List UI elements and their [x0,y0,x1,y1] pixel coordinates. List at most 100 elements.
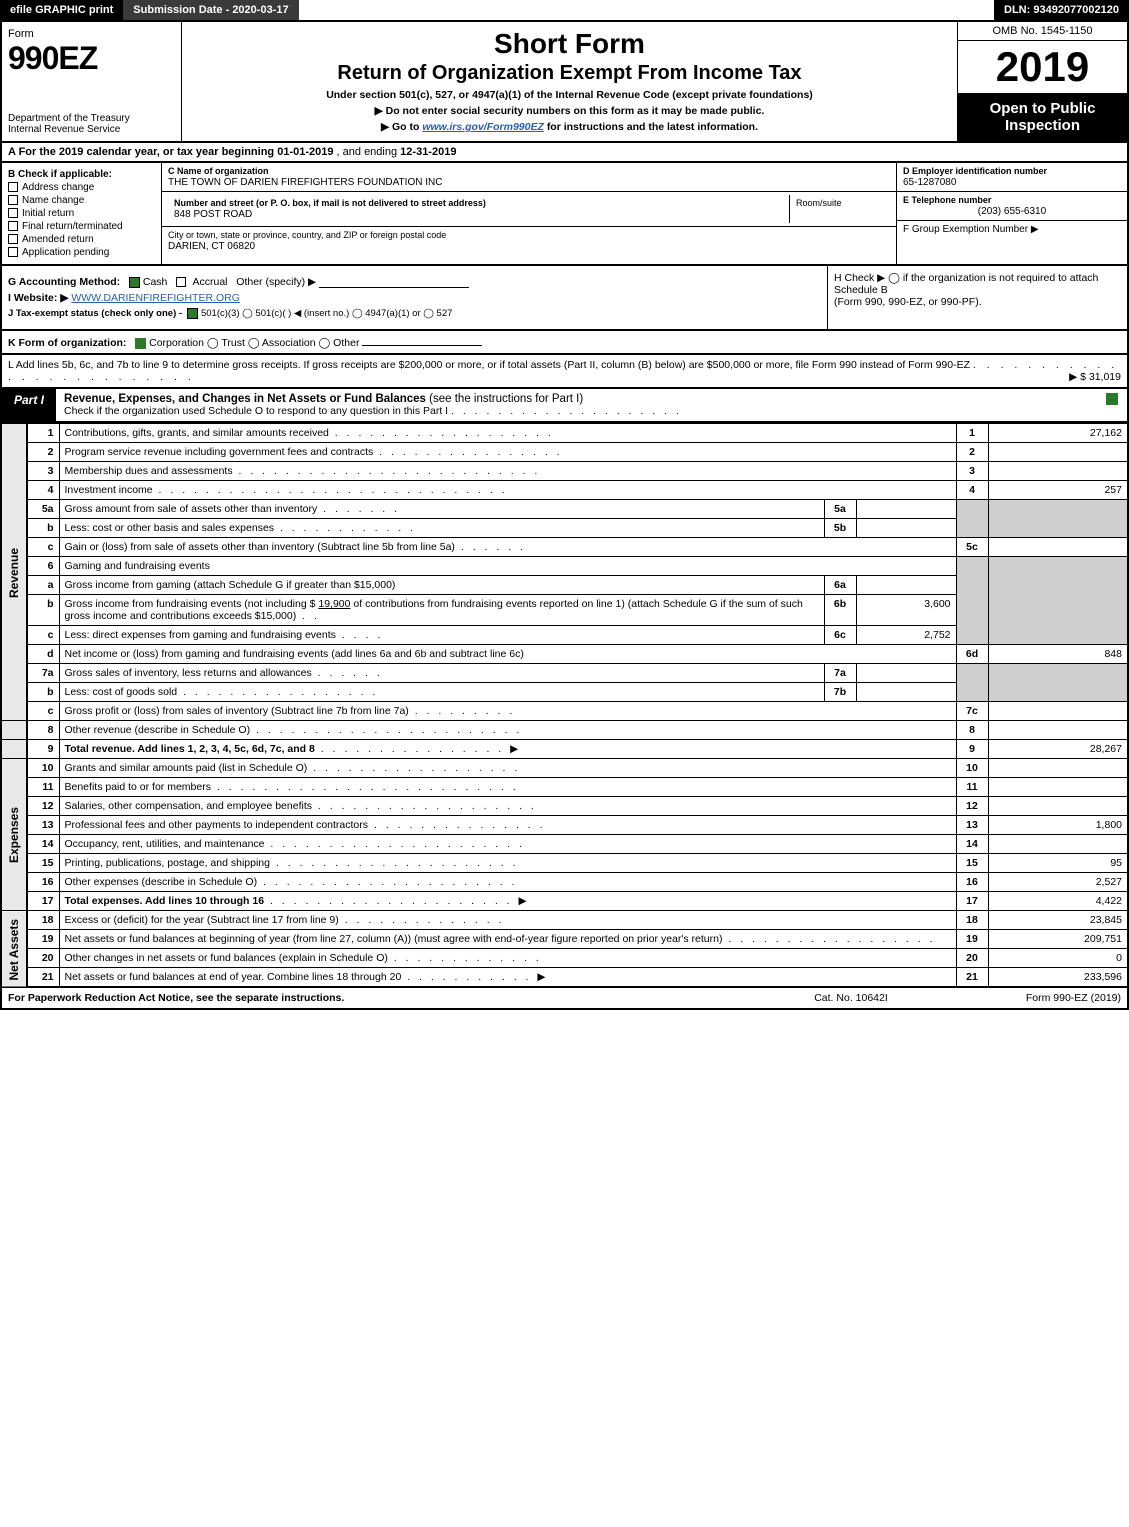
dots-leader: . . . . . . . . . . . . . . . . . . . . [451,405,682,417]
shaded-cell [956,557,988,645]
catalog-number: Cat. No. 10642I [761,992,941,1004]
efile-print-button[interactable]: efile GRAPHIC print [0,0,123,20]
line-16: 16 Other expenses (describe in Schedule … [1,873,1128,892]
line-15: 15 Printing, publications, postage, and … [1,854,1128,873]
org-city-label: City or town, state or province, country… [168,230,446,240]
shaded-cell [956,500,988,538]
checkbox-accrual-icon[interactable] [176,277,186,287]
check-initial-return[interactable]: Initial return [8,208,155,219]
line-13: 13 Professional fees and other payments … [1,816,1128,835]
column-d-e-f: D Employer identification number 65-1287… [897,163,1127,264]
ssn-warning: ▶ Do not enter social security numbers o… [190,105,949,117]
goto-suffix: for instructions and the latest informat… [547,121,758,133]
check-address-change[interactable]: Address change [8,182,155,193]
part-1-table: Revenue 1 Contributions, gifts, grants, … [0,423,1129,988]
goto-line: ▶ Go to www.irs.gov/Form990EZ for instru… [190,121,949,133]
check-final-return[interactable]: Final return/terminated [8,221,155,232]
part-1-header: Part I Revenue, Expenses, and Changes in… [0,389,1129,423]
g-other: Other (specify) ▶ [236,276,316,288]
tax-exempt-status-row: J Tax-exempt status (check only one) - 5… [8,308,821,319]
row-a-prefix: A For the 2019 calendar year, or tax yea… [8,146,277,158]
page-footer: For Paperwork Reduction Act Notice, see … [0,988,1129,1010]
row-a-mid: , and ending [337,146,401,158]
col-b-title: B Check if applicable: [8,169,112,180]
line-7c: c Gross profit or (loss) from sales of i… [1,702,1128,721]
j-label: J Tax-exempt status (check only one) - [8,308,182,319]
header-middle: Short Form Return of Organization Exempt… [182,22,957,141]
org-city-value: DARIEN, CT 06820 [168,241,255,252]
submission-date-label: Submission Date - 2020-03-17 [123,0,298,20]
tax-year: 2019 [958,41,1127,94]
group-exemption-field: F Group Exemption Number ▶ [897,221,1127,238]
row-a-end: 12-31-2019 [400,146,456,158]
website-link[interactable]: WWW.DARIENFIREFIGHTER.ORG [71,292,240,304]
shaded-cell [988,664,1128,702]
telephone-label: E Telephone number [903,195,991,205]
org-address-value: 848 POST ROAD [174,209,252,220]
checkbox-corporation-filled-icon[interactable] [135,338,146,349]
j-options: 501(c)(3) ◯ 501(c)( ) ◀ (insert no.) ◯ 4… [201,308,452,319]
part-1-tab: Part I [2,389,56,421]
dept-line-1: Department of the Treasury [8,113,130,124]
under-section-subtitle: Under section 501(c), 527, or 4947(a)(1)… [190,89,949,101]
line-value: 27,162 [988,424,1128,443]
checkbox-cash-filled-icon[interactable] [129,277,140,288]
topbar-spacer [299,0,994,20]
i-label: I Website: ▶ [8,292,68,304]
check-name-change[interactable]: Name change [8,195,155,206]
checkbox-icon [8,182,18,192]
block-g-h: G Accounting Method: Cash Accrual Other … [0,266,1129,331]
checkbox-icon [8,234,18,244]
k-options: Corporation ◯ Trust ◯ Association ◯ Othe… [149,337,359,349]
part-1-schedule-o-checkbox[interactable] [1097,389,1127,421]
form-number: 990EZ [8,40,175,77]
form-label: Form [8,28,175,40]
g-other-input[interactable] [319,276,469,288]
side-spacer [1,740,27,759]
accounting-method-row: G Accounting Method: Cash Accrual Other … [8,276,821,288]
k-other-input[interactable] [362,335,482,346]
return-title: Return of Organization Exempt From Incom… [190,62,949,85]
line-19: 19 Net assets or fund balances at beginn… [1,930,1128,949]
checkbox-501c3-filled-icon[interactable] [187,308,198,319]
org-name-label: C Name of organization [168,166,269,176]
ein-label: D Employer identification number [903,166,1047,176]
line-4: 4 Investment income . . . . . . . . . . … [1,481,1128,500]
line-10: Expenses 10 Grants and similar amounts p… [1,759,1128,778]
checkbox-filled-icon [1106,393,1118,405]
header-right: OMB No. 1545-1150 2019 Open to Public In… [957,22,1127,141]
check-amended-return[interactable]: Amended return [8,234,155,245]
open-to-public: Open to Public Inspection [958,94,1127,141]
line-desc: Contributions, gifts, grants, and simila… [59,424,956,443]
omb-number: OMB No. 1545-1150 [958,22,1127,41]
net-assets-side-label: Net Assets [1,911,27,988]
g-accrual: Accrual [193,276,228,288]
shaded-cell [956,664,988,702]
checkbox-icon [8,195,18,205]
irs-link[interactable]: www.irs.gov/Form990EZ [422,121,544,133]
check-application-pending[interactable]: Application pending [8,247,155,258]
line-6: 6 Gaming and fundraising events [1,557,1128,576]
l-amount: ▶ $ 31,019 [1069,371,1121,383]
website-row: I Website: ▶ WWW.DARIENFIREFIGHTER.ORG [8,292,821,304]
k-label: K Form of organization: [8,337,126,349]
line-6d: d Net income or (loss) from gaming and f… [1,645,1128,664]
form-footer-label: Form 990-EZ (2019) [941,992,1121,1004]
row-a-begin: 01-01-2019 [277,146,333,158]
treasury-dept: Department of the Treasury Internal Reve… [8,113,175,135]
goto-prefix: ▶ Go to [381,121,422,133]
line-21: 21 Net assets or fund balances at end of… [1,968,1128,988]
ein-field: D Employer identification number 65-1287… [897,163,1127,192]
h-text-2: (Form 990, 990-EZ, or 990-PF). [834,296,1121,308]
dln-label: DLN: 93492077002120 [994,0,1129,20]
g-label: G Accounting Method: [8,276,120,288]
line-1: Revenue 1 Contributions, gifts, grants, … [1,424,1128,443]
org-name-field: C Name of organization THE TOWN OF DARIE… [162,163,896,192]
checkbox-icon [8,221,18,231]
line-8: 8 Other revenue (describe in Schedule O)… [1,721,1128,740]
line-12: 12 Salaries, other compensation, and emp… [1,797,1128,816]
side-spacer [1,721,27,740]
org-address-field: Number and street (or P. O. box, if mail… [162,192,896,227]
line-ref: 1 [956,424,988,443]
form-header: Form 990EZ Department of the Treasury In… [0,20,1129,143]
